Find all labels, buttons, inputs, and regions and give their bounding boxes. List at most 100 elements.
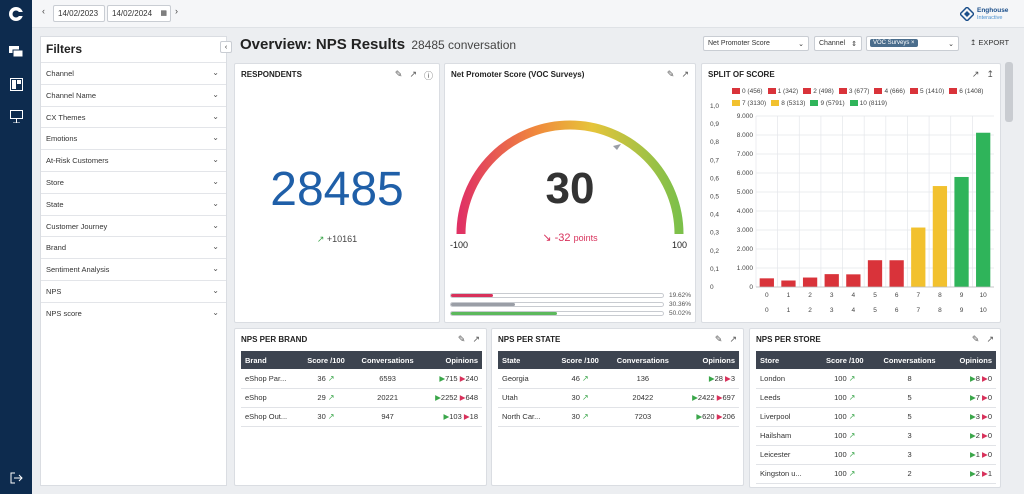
column-header[interactable]: Score /100 (553, 351, 608, 369)
table-row[interactable]: North Car... 30 ↗ 7203 ▶620 ▶206 (498, 407, 739, 427)
filter-item[interactable]: State ⌄ (41, 192, 226, 215)
legend-swatch (732, 88, 740, 95)
table-row[interactable]: London 100 ↗ 8 ▶8 ▶0 (756, 369, 996, 389)
column-header[interactable]: Score /100 (816, 351, 873, 369)
negative-tag-icon: ▶ (982, 450, 988, 459)
dashboard-icon[interactable] (8, 76, 24, 92)
open-external-icon[interactable]: ↗ (986, 334, 994, 344)
column-header[interactable]: Opinions (946, 351, 996, 369)
edit-icon[interactable]: ✎ (971, 334, 980, 344)
table-row[interactable]: eShop Out... 30 ↗ 947 ▶103 ▶18 (241, 407, 482, 427)
row-score: 100 ↗ (816, 445, 873, 465)
score-value: 30 (571, 412, 582, 421)
split-title: SPLIT OF SCORE (708, 70, 775, 79)
column-header[interactable]: Brand (241, 351, 300, 369)
edit-icon[interactable]: ✎ (457, 334, 466, 344)
legend-item[interactable]: 4 (666) (874, 88, 905, 95)
filter-item[interactable]: Customer Journey ⌄ (41, 214, 226, 237)
chevron-down-icon: ⌄ (212, 198, 219, 208)
chat-icon[interactable] (8, 44, 24, 60)
channel-select[interactable]: Channel ⇕ (814, 36, 862, 51)
left-nav (0, 0, 32, 494)
legend-item[interactable]: 2 (498) (803, 88, 834, 95)
score-value: 29 (317, 393, 328, 402)
logout-icon[interactable] (8, 470, 24, 486)
filter-item[interactable]: Channel Name ⌄ (41, 83, 226, 106)
column-header[interactable]: Opinions (422, 351, 482, 369)
legend-item[interactable]: 8 (5313) (771, 100, 805, 107)
nps-progress-bar (450, 311, 664, 316)
filter-item[interactable]: Sentiment Analysis ⌄ (41, 258, 226, 280)
next-period-icon[interactable]: › (175, 6, 178, 16)
table-row[interactable]: eShop 29 ↗ 20221 ▶2252 ▶648 (241, 388, 482, 408)
date-to-input[interactable]: 14/02/2024 ▦ (107, 5, 171, 22)
edit-icon[interactable]: ✎ (666, 69, 675, 79)
filter-item[interactable]: CX Themes ⌄ (41, 105, 226, 128)
table-row[interactable]: Kingston u... 100 ↗ 2 ▶2 ▶1 (756, 464, 996, 484)
column-header[interactable]: State (498, 351, 554, 369)
open-external-icon[interactable]: ↗ (681, 69, 689, 79)
open-external-icon[interactable]: ↗ (409, 69, 417, 79)
filter-item[interactable]: Store ⌄ (41, 171, 226, 193)
presentation-icon[interactable] (8, 108, 24, 124)
chevron-down-icon: ⌄ (212, 242, 219, 252)
legend-item[interactable]: 7 (3130) (732, 100, 766, 107)
row-conversations: 20221 (352, 388, 423, 408)
row-name: Georgia (498, 369, 554, 389)
right-tick-label: 7.000 (737, 151, 754, 158)
metric-select[interactable]: Net Promoter Score ⌄ (703, 36, 809, 51)
edit-icon[interactable]: ✎ (394, 69, 403, 79)
legend-item[interactable]: 10 (8119) (849, 100, 887, 107)
nps-delta-unit: points (573, 233, 598, 243)
table-row[interactable]: Hailsham 100 ↗ 3 ▶2 ▶0 (756, 426, 996, 446)
collapse-filters-button[interactable]: ‹ (220, 41, 232, 53)
export-button[interactable]: ↥ EXPORT (970, 38, 1009, 47)
positive-count: 8 (975, 373, 983, 383)
calendar-icon[interactable]: ▦ (160, 10, 167, 17)
date-from-input[interactable]: 14/02/2023 (53, 5, 105, 22)
column-header[interactable]: Score /100 (299, 351, 353, 369)
prev-period-icon[interactable]: ‹ (42, 6, 45, 16)
export-icon[interactable]: ↥ (986, 69, 994, 79)
column-header[interactable]: Opinions (678, 351, 739, 369)
legend-item[interactable]: 3 (677) (838, 88, 869, 95)
filter-item[interactable]: Brand ⌄ (41, 236, 226, 258)
filter-item[interactable]: At-Risk Customers ⌄ (41, 149, 226, 171)
open-external-icon[interactable]: ↗ (472, 334, 480, 344)
column-header[interactable]: Conversations (607, 351, 679, 369)
column-header[interactable]: Conversations (352, 351, 423, 369)
legend-label: 1 (342) (777, 88, 799, 95)
filter-item[interactable]: Emotions ⌄ (41, 127, 226, 149)
edit-icon[interactable]: ✎ (714, 334, 723, 344)
legend-item[interactable]: 1 (342) (767, 88, 799, 95)
table-row[interactable]: Liverpool 100 ↗ 5 ▶3 ▶0 (756, 407, 996, 427)
tag-remove-icon[interactable]: × (911, 40, 915, 46)
row-conversations: 947 (352, 407, 423, 427)
negative-count: 0 (987, 450, 992, 459)
bottom-label: 1 (787, 307, 791, 314)
app-logo-icon[interactable] (8, 6, 24, 22)
right-tick-label: 3.000 (737, 227, 754, 234)
page-scrollbar[interactable] (1005, 62, 1013, 122)
open-external-icon[interactable]: ↗ (971, 69, 980, 79)
column-header[interactable]: Store (756, 351, 817, 369)
filter-item[interactable]: NPS score ⌄ (41, 301, 226, 324)
table-row[interactable]: Leicester 100 ↗ 3 ▶1 ▶0 (756, 445, 996, 465)
legend-item[interactable]: 9 (5791) (810, 100, 845, 107)
legend-item[interactable]: 0 (456) (732, 88, 763, 95)
nps-progress-bar (450, 293, 664, 298)
table-row[interactable]: Georgia 46 ↗ 136 ▶28 ▶3 (498, 369, 739, 389)
table-row[interactable]: Leeds 100 ↗ 5 ▶7 ▶0 (756, 388, 996, 408)
column-header[interactable]: Conversations (872, 351, 947, 369)
filter-item[interactable]: Channel ⌄ (41, 62, 226, 84)
table-row[interactable]: eShop Par... 36 ↗ 6593 ▶715 ▶240 (241, 369, 482, 389)
legend-item[interactable]: 6 (1408) (949, 88, 983, 95)
legend-item[interactable]: 5 (1410) (910, 88, 944, 95)
table-row[interactable]: Utah 30 ↗ 20422 ▶2422 ▶697 (498, 388, 739, 408)
open-external-icon[interactable]: ↗ (729, 334, 737, 344)
filter-item[interactable]: NPS ⌄ (41, 280, 226, 302)
channel-tag-select[interactable]: VOC Surveys × ⌄ (866, 36, 959, 51)
negative-count: 697 (722, 393, 735, 402)
info-icon[interactable]: ⓘ (423, 71, 433, 81)
score-bar (954, 176, 969, 287)
